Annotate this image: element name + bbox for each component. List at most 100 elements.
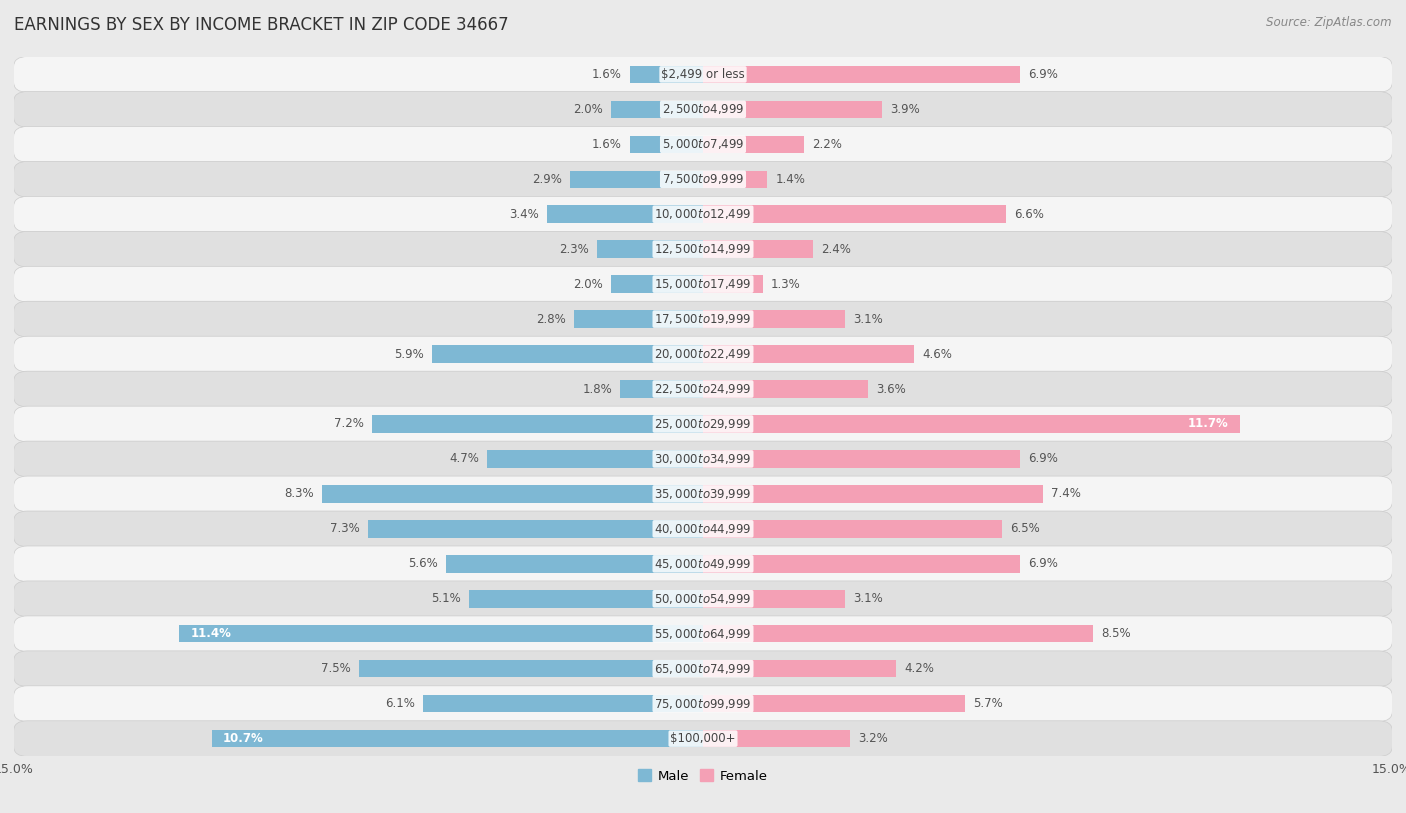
Text: 5.7%: 5.7% — [973, 698, 1002, 710]
Text: 2.2%: 2.2% — [813, 138, 842, 150]
Bar — [486, 450, 703, 467]
Text: $22,500 to $24,999: $22,500 to $24,999 — [654, 382, 752, 396]
Bar — [703, 101, 882, 118]
Bar — [703, 625, 1094, 642]
Text: $55,000 to $64,999: $55,000 to $64,999 — [654, 627, 752, 641]
Text: $2,500 to $4,999: $2,500 to $4,999 — [662, 102, 744, 116]
Bar — [703, 590, 845, 607]
FancyBboxPatch shape — [14, 162, 1392, 197]
Text: 5.9%: 5.9% — [394, 348, 423, 360]
Text: 2.0%: 2.0% — [574, 103, 603, 115]
Text: 1.3%: 1.3% — [770, 278, 801, 290]
Text: 6.5%: 6.5% — [1010, 523, 1039, 535]
Text: $45,000 to $49,999: $45,000 to $49,999 — [654, 557, 752, 571]
Bar — [703, 346, 914, 363]
Text: $7,500 to $9,999: $7,500 to $9,999 — [662, 172, 744, 186]
Bar — [446, 555, 703, 572]
Text: 6.1%: 6.1% — [385, 698, 415, 710]
Bar — [612, 101, 703, 118]
FancyBboxPatch shape — [14, 197, 1392, 232]
Text: 2.0%: 2.0% — [574, 278, 603, 290]
Text: $65,000 to $74,999: $65,000 to $74,999 — [654, 662, 752, 676]
Text: 3.6%: 3.6% — [876, 383, 907, 395]
Text: 3.4%: 3.4% — [509, 208, 538, 220]
Text: 5.6%: 5.6% — [408, 558, 437, 570]
Bar — [322, 485, 703, 502]
FancyBboxPatch shape — [14, 232, 1392, 267]
Text: $5,000 to $7,499: $5,000 to $7,499 — [662, 137, 744, 151]
Text: 2.4%: 2.4% — [821, 243, 852, 255]
Bar — [703, 695, 965, 712]
Bar — [703, 206, 1007, 223]
Text: 1.4%: 1.4% — [776, 173, 806, 185]
Text: $15,000 to $17,499: $15,000 to $17,499 — [654, 277, 752, 291]
FancyBboxPatch shape — [14, 616, 1392, 651]
FancyBboxPatch shape — [14, 476, 1392, 511]
Bar — [620, 380, 703, 398]
Text: $2,499 or less: $2,499 or less — [661, 68, 745, 80]
Bar — [703, 450, 1019, 467]
Text: 7.2%: 7.2% — [335, 418, 364, 430]
Text: $40,000 to $44,999: $40,000 to $44,999 — [654, 522, 752, 536]
Text: 7.4%: 7.4% — [1052, 488, 1081, 500]
Bar — [598, 241, 703, 258]
Bar — [612, 276, 703, 293]
FancyBboxPatch shape — [14, 406, 1392, 441]
Bar — [547, 206, 703, 223]
Text: 1.8%: 1.8% — [582, 383, 612, 395]
Bar — [432, 346, 703, 363]
Bar — [703, 66, 1019, 83]
Text: $12,500 to $14,999: $12,500 to $14,999 — [654, 242, 752, 256]
Text: 3.9%: 3.9% — [890, 103, 920, 115]
Text: $10,000 to $12,499: $10,000 to $12,499 — [654, 207, 752, 221]
Text: Source: ZipAtlas.com: Source: ZipAtlas.com — [1267, 16, 1392, 29]
Text: 6.6%: 6.6% — [1014, 208, 1045, 220]
Text: 3.1%: 3.1% — [853, 593, 883, 605]
Bar — [211, 730, 703, 747]
Text: 11.7%: 11.7% — [1188, 418, 1229, 430]
Bar — [703, 485, 1043, 502]
Bar — [703, 241, 813, 258]
Text: 2.3%: 2.3% — [560, 243, 589, 255]
Text: $50,000 to $54,999: $50,000 to $54,999 — [654, 592, 752, 606]
Bar — [703, 730, 851, 747]
FancyBboxPatch shape — [14, 372, 1392, 406]
Bar — [569, 171, 703, 188]
Bar — [468, 590, 703, 607]
Text: $100,000+: $100,000+ — [671, 733, 735, 745]
Text: $75,000 to $99,999: $75,000 to $99,999 — [654, 697, 752, 711]
Bar — [575, 311, 703, 328]
Text: $20,000 to $22,499: $20,000 to $22,499 — [654, 347, 752, 361]
Text: 4.2%: 4.2% — [904, 663, 934, 675]
Text: 2.8%: 2.8% — [536, 313, 567, 325]
Bar — [703, 555, 1019, 572]
Text: 3.1%: 3.1% — [853, 313, 883, 325]
Text: EARNINGS BY SEX BY INCOME BRACKET IN ZIP CODE 34667: EARNINGS BY SEX BY INCOME BRACKET IN ZIP… — [14, 16, 509, 34]
Text: 1.6%: 1.6% — [592, 68, 621, 80]
Bar — [630, 66, 703, 83]
Legend: Male, Female: Male, Female — [633, 764, 773, 788]
FancyBboxPatch shape — [14, 441, 1392, 476]
FancyBboxPatch shape — [14, 581, 1392, 616]
Bar — [703, 415, 1240, 433]
Bar — [703, 380, 869, 398]
Bar — [630, 136, 703, 153]
FancyBboxPatch shape — [14, 92, 1392, 127]
Text: 3.2%: 3.2% — [858, 733, 889, 745]
Bar — [703, 276, 762, 293]
FancyBboxPatch shape — [14, 337, 1392, 372]
FancyBboxPatch shape — [14, 127, 1392, 162]
Text: 1.6%: 1.6% — [592, 138, 621, 150]
Bar — [368, 520, 703, 537]
FancyBboxPatch shape — [14, 686, 1392, 721]
Text: 11.4%: 11.4% — [191, 628, 232, 640]
Text: 10.7%: 10.7% — [224, 733, 264, 745]
Text: $35,000 to $39,999: $35,000 to $39,999 — [654, 487, 752, 501]
Text: 5.1%: 5.1% — [430, 593, 461, 605]
Bar — [703, 660, 896, 677]
FancyBboxPatch shape — [14, 57, 1392, 92]
Text: 8.5%: 8.5% — [1102, 628, 1132, 640]
Text: $25,000 to $29,999: $25,000 to $29,999 — [654, 417, 752, 431]
Bar — [703, 136, 804, 153]
FancyBboxPatch shape — [14, 511, 1392, 546]
